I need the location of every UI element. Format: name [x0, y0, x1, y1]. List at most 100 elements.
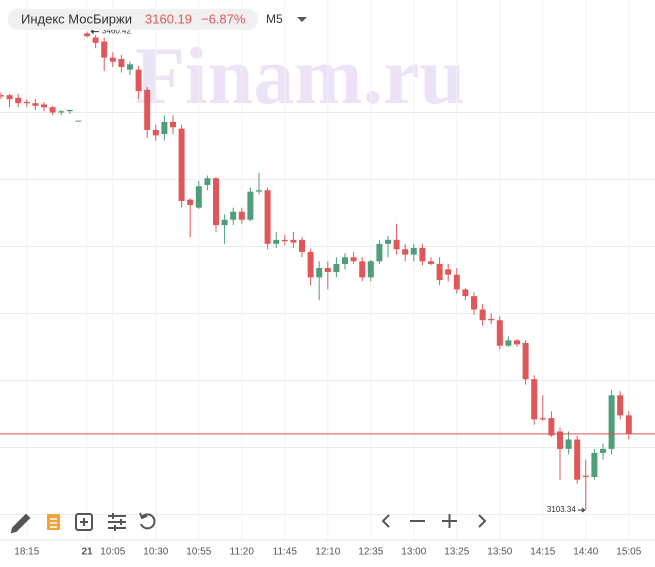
- candle-body: [471, 296, 477, 310]
- candle-body: [66, 109, 73, 112]
- x-tick-label: 14:15: [530, 547, 555, 558]
- candle-body: [144, 89, 151, 130]
- candle-body: [591, 452, 598, 478]
- x-tick-label: 13:25: [444, 547, 469, 558]
- x-tick-label: 12:10: [315, 547, 340, 558]
- candle-body: [617, 395, 624, 416]
- x-tick-label: 12:35: [358, 547, 383, 558]
- candle-body: [608, 395, 615, 449]
- instrument-name: Индекс МосБиржи: [21, 11, 132, 26]
- candle-body: [539, 418, 546, 420]
- candle-body: [582, 475, 589, 478]
- candle-body: [307, 251, 314, 278]
- candle-body: [462, 289, 469, 297]
- x-tick-label: 14:40: [573, 547, 598, 558]
- header-pill: [8, 9, 258, 30]
- candle-body: [385, 239, 391, 244]
- candle-body: [213, 178, 219, 226]
- candle-body: [453, 274, 460, 290]
- candle-body: [135, 69, 142, 92]
- candle-body: [15, 97, 22, 104]
- candle-body: [333, 263, 340, 273]
- high-annotation: 3460.42: [102, 27, 131, 36]
- last-price: 3160.19: [145, 11, 192, 26]
- scroll-right[interactable]: [478, 514, 487, 528]
- x-tick-label: 10:30: [143, 547, 168, 558]
- candle-body: [290, 239, 297, 243]
- candle-body: [488, 318, 495, 321]
- candle-body: [496, 320, 503, 346]
- watermark: Finam.ru: [135, 30, 465, 121]
- candle-body: [436, 263, 443, 281]
- candle-body: [350, 257, 357, 262]
- candle-body: [204, 178, 211, 185]
- x-tick-label: 11:20: [230, 547, 255, 558]
- toolbar: [10, 512, 487, 534]
- x-tick-label: 10:55: [186, 547, 211, 558]
- candle-body: [574, 439, 581, 480]
- candle-body: [522, 343, 529, 380]
- timeframe[interactable]: M5: [266, 12, 283, 26]
- candle-body: [402, 249, 409, 255]
- candle-body: [6, 95, 13, 100]
- candle-body: [58, 111, 65, 113]
- candle-body: [367, 261, 374, 278]
- candle-body: [238, 211, 245, 220]
- candle-body: [557, 431, 563, 449]
- candle-body: [505, 340, 512, 346]
- zoom-in[interactable]: [442, 514, 457, 528]
- x-tick-label: 10:05: [100, 547, 125, 558]
- candle-body: [127, 64, 133, 70]
- x-tick-label: 18:15: [14, 547, 39, 558]
- candle-body: [92, 37, 99, 43]
- candle-body: [247, 191, 254, 220]
- candle-body: [376, 243, 383, 262]
- candle-body: [393, 239, 400, 250]
- candle-body: [41, 104, 47, 108]
- candle-body: [548, 418, 555, 436]
- candle-body: [359, 261, 366, 278]
- candle-body: [625, 415, 632, 434]
- candle-body: [178, 128, 185, 201]
- candle-body: [479, 309, 486, 321]
- candle-body: [281, 239, 288, 242]
- candle-body: [170, 121, 176, 128]
- low-annotation: 3103.34: [547, 505, 576, 514]
- candle-body: [428, 261, 434, 264]
- candle-body: [600, 448, 606, 453]
- candle-body: [23, 101, 30, 104]
- pencil-tool[interactable]: [10, 513, 31, 534]
- candle-body: [0, 95, 4, 97]
- candle-body: [565, 439, 572, 449]
- notes-tool[interactable]: [47, 514, 60, 530]
- candle-body: [101, 41, 108, 58]
- x-tick-label: 15:05: [616, 547, 641, 558]
- candle-body: [221, 219, 228, 226]
- candle-body: [75, 120, 82, 122]
- scroll-left[interactable]: [381, 514, 390, 528]
- annotation-arrow: [90, 29, 99, 35]
- candle-body: [264, 190, 271, 244]
- candle-body: [342, 257, 348, 264]
- settings-tool[interactable]: [108, 513, 126, 531]
- x-tick-label: 21: [81, 547, 93, 558]
- add-tool[interactable]: [75, 513, 93, 531]
- candle-body: [324, 267, 331, 273]
- candle-body: [32, 103, 39, 106]
- price-change: −6.87%: [201, 11, 246, 26]
- candle-body: [161, 121, 168, 134]
- annotation-arrow: [577, 507, 586, 513]
- candle-body: [118, 58, 125, 67]
- dropdown-arrow[interactable]: [297, 17, 307, 22]
- candle-body: [256, 190, 262, 192]
- candle-body: [316, 267, 323, 278]
- candle-body: [514, 340, 520, 345]
- candle-body: [273, 239, 280, 244]
- x-tick-label: 13:50: [487, 547, 512, 558]
- candle-body: [299, 239, 305, 252]
- candle-body: [410, 247, 417, 255]
- candle-body: [445, 269, 452, 275]
- reset-tool[interactable]: [139, 512, 156, 530]
